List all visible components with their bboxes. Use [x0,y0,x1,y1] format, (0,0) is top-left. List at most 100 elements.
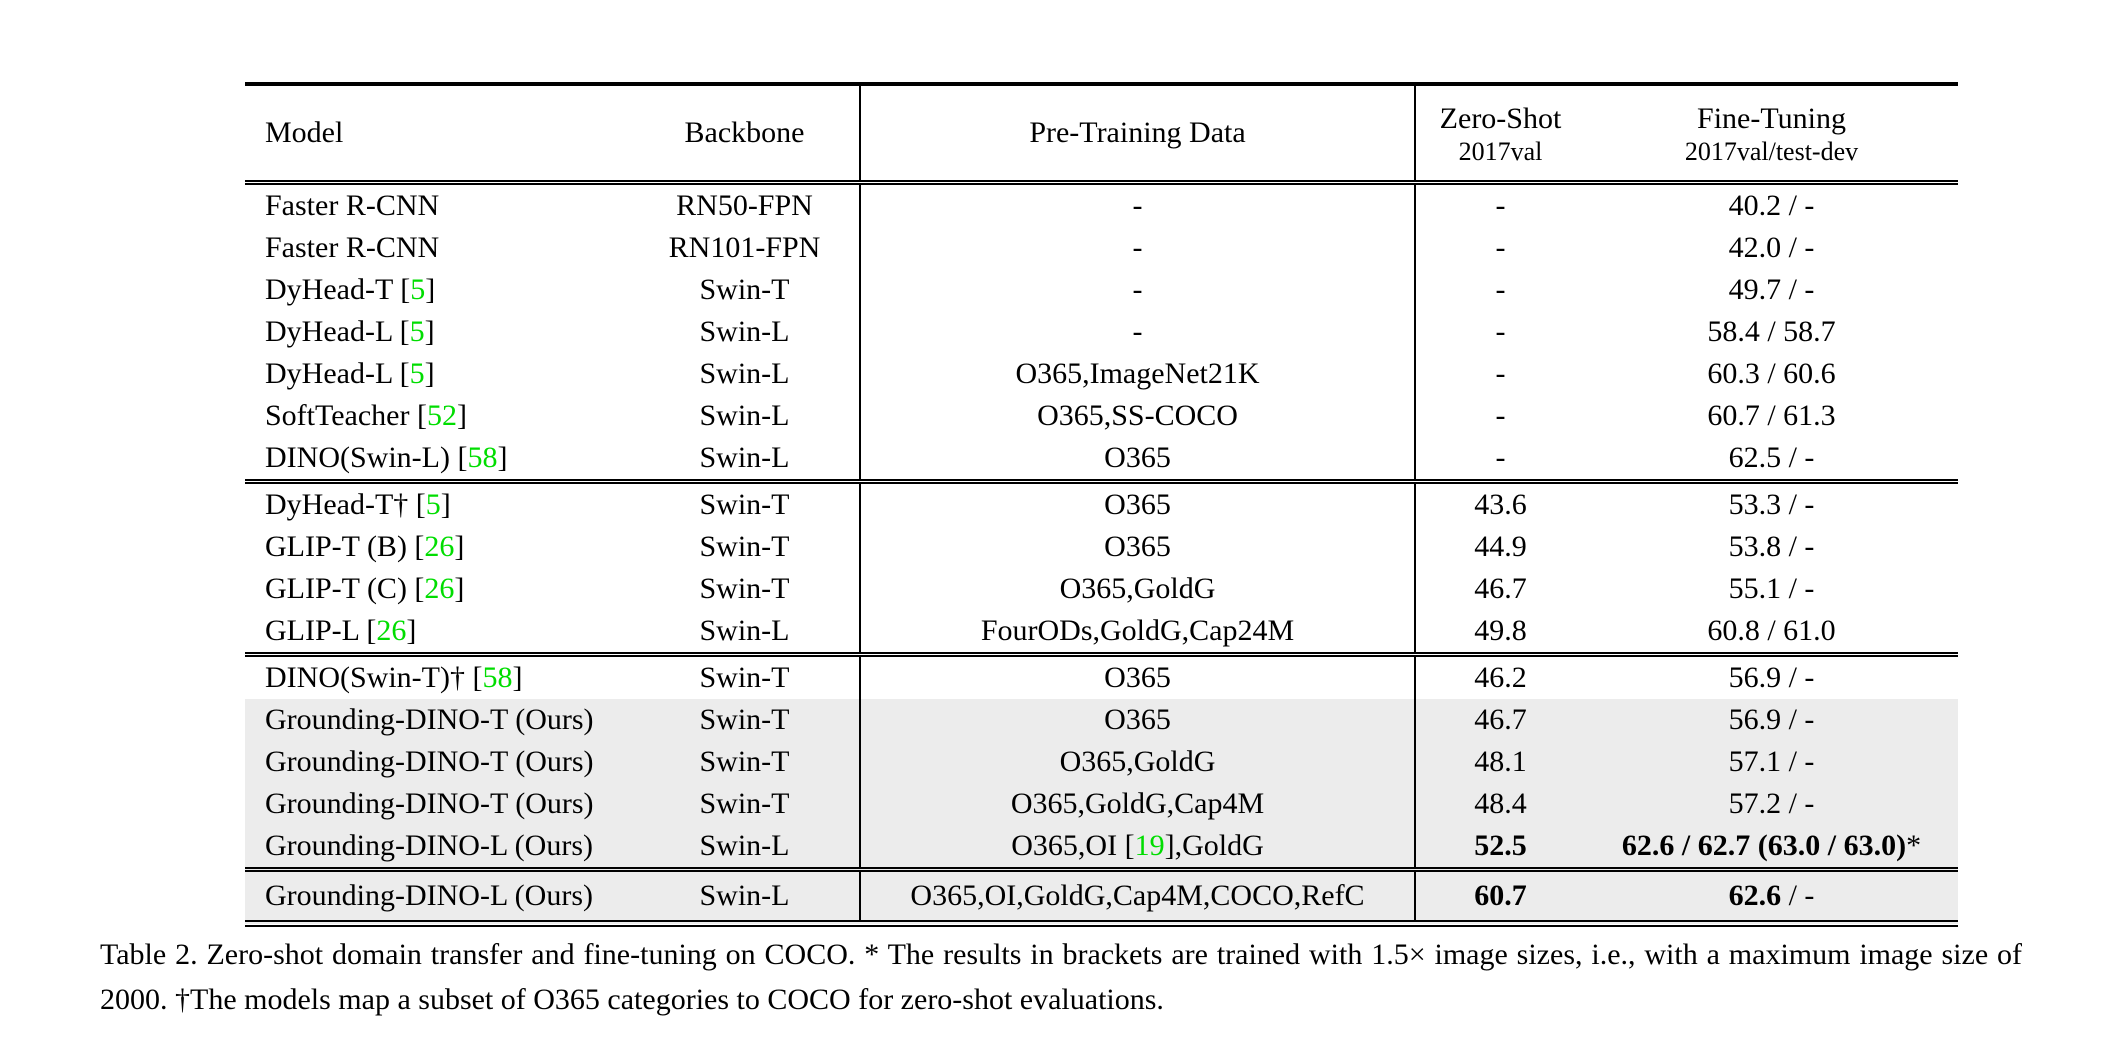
backbone-cell: Swin-L [699,441,790,474]
table-row: DyHead-T† [5] Swin-T O365 43.6 53.3 / - [245,479,1958,526]
model-cell: Grounding-DINO-T (Ours) [245,783,630,825]
model-name: Grounding-DINO-T (Ours) [265,787,594,820]
pretrain-cell: - [859,269,1415,311]
citation-link[interactable]: 26 [424,572,455,605]
model-name-suffix: ] [454,572,465,605]
backbone-cell: Swin-L [630,825,860,870]
backbone-cell: Swin-T [699,273,790,306]
pretrain-data: O365 [1104,530,1171,563]
citation-link[interactable]: 5 [425,488,441,521]
model-cell: SoftTeacher [52] [245,395,630,437]
finetune-cell: 55.1 / - [1585,568,1958,610]
header-zeroshot-title: Zero-Shot [1439,101,1562,135]
finetune-value-bold: 62.6 [1728,879,1782,912]
header-finetune: Fine-Tuning 2017val/test-dev [1585,84,1958,185]
model-name: DyHead-T† [ [265,488,426,521]
citation-link[interactable]: 5 [409,315,425,348]
pretrain-data: O365,ImageNet21K [1015,357,1260,390]
zeroshot-cell: - [1414,353,1585,395]
model-name: Faster R-CNN [265,231,440,264]
model-name-suffix: ] [497,441,508,474]
pretrain-data: O365,OI [ [1011,829,1135,862]
finetune-cell: 60.7 / 61.3 [1585,395,1958,437]
backbone-cell: Swin-T [630,699,860,741]
pretrain-cell: O365,GoldG,Cap4M [859,783,1415,825]
model-cell: Grounding-DINO-L (Ours) [245,867,630,924]
finetune-value: 40.2 / - [1728,189,1815,222]
header-zeroshot-subtitle: 2017val [1458,136,1543,166]
section-grounding-dino: DINO(Swin-T)† [58] Swin-T O365 46.2 56.9… [245,652,1958,870]
pretrain-data: - [1132,273,1143,306]
finetune-value: * [1906,829,1922,862]
zeroshot-value: 46.7 [1474,703,1527,736]
model-name: Grounding-DINO-T (Ours) [265,745,594,778]
model-name: Grounding-DINO-L (Ours) [265,829,593,862]
table-row: DINO(Swin-T)† [58] Swin-T O365 46.2 56.9… [245,652,1958,699]
table-row: DINO(Swin-L) [58] Swin-L O365 - 62.5 / - [245,437,1958,482]
pretrain-cell: - [859,227,1415,269]
backbone-cell: Swin-L [699,357,790,390]
citation-link[interactable]: 19 [1134,829,1165,862]
zeroshot-value: 46.2 [1474,661,1527,694]
backbone-cell: Swin-L [699,614,790,647]
model-cell: GLIP-L [26] [245,610,630,655]
zeroshot-value: 44.9 [1474,530,1527,563]
zeroshot-value: 46.7 [1474,572,1527,605]
backbone-cell: Swin-T [699,530,790,563]
model-name-suffix: ] [456,399,467,432]
model-cell: GLIP-T (B) [26] [245,526,630,568]
pretrain-data: O365,SS-COCO [1037,399,1238,432]
citation-link[interactable]: 5 [410,273,426,306]
model-cell: Grounding-DINO-L (Ours) [245,825,630,870]
zeroshot-value: - [1495,231,1506,264]
finetune-value: 60.3 / 60.6 [1707,357,1836,390]
citation-link[interactable]: 52 [426,399,457,432]
finetune-value: 42.0 / - [1728,231,1815,264]
header-finetune-subtitle: 2017val/test-dev [1684,136,1859,166]
zeroshot-value: 43.6 [1474,488,1527,521]
table-row: Grounding-DINO-T (Ours) Swin-T O365,Gold… [245,783,1958,825]
model-name: SoftTeacher [ [265,399,427,432]
pretrain-data: O365,GoldG,Cap4M [1010,787,1265,820]
model-name-suffix: ] [512,661,523,694]
pretrain-cell: O365,SS-COCO [859,395,1415,437]
table-row: Grounding-DINO-L (Ours) Swin-L O365,OI [… [245,825,1958,870]
finetune-value: 60.8 / 61.0 [1707,614,1836,647]
model-name: DyHead-T [ [265,273,411,306]
pretrain-data-suffix: ],GoldG [1164,829,1264,862]
citation-link[interactable]: 58 [482,661,513,694]
zeroshot-value: 48.1 [1474,745,1527,778]
model-cell: DyHead-L [5] [245,311,630,353]
table-row: SoftTeacher [52] Swin-L O365,SS-COCO - 6… [245,395,1958,437]
header-model: Model [245,84,630,185]
zeroshot-cell: - [1414,227,1585,269]
pretrain-cell: O365 [859,699,1415,741]
backbone-cell: Swin-L [699,399,790,432]
model-name-suffix: ] [424,315,435,348]
zeroshot-cell: 43.6 [1414,479,1585,526]
citation-link[interactable]: 58 [467,441,498,474]
citation-link[interactable]: 26 [376,614,407,647]
table-row: GLIP-L [26] Swin-L FourODs,GoldG,Cap24M … [245,610,1958,655]
citation-link[interactable]: 5 [409,357,425,390]
table-header: Model Backbone Pre-Training Data Zero-Sh… [245,84,1958,185]
finetune-cell: 62.6 / 62.7 (63.0 / 63.0)* [1585,825,1958,870]
citation-link[interactable]: 26 [424,530,455,563]
pretrain-data: - [1132,189,1143,222]
table-row: Faster R-CNN RN101-FPN - - 42.0 / - [245,227,1958,269]
pretrain-cell: O365 [859,479,1415,526]
finetune-cell: 53.3 / - [1585,479,1958,526]
pretrain-cell: - [859,311,1415,353]
finetune-cell: 56.9 / - [1585,699,1958,741]
model-name: DyHead-L [ [265,357,410,390]
zeroshot-cell: 52.5 [1414,825,1585,870]
table-row: DyHead-L [5] Swin-L O365,ImageNet21K - 6… [245,353,1958,395]
model-name: DINO(Swin-T)† [ [265,661,483,694]
finetune-value: 60.7 / 61.3 [1707,399,1836,432]
section-supervised-baselines: Faster R-CNN RN50-FPN - - 40.2 / - Faste… [245,182,1958,482]
finetune-value-bold: 62.6 / 62.7 (63.0 / 63.0) [1621,829,1907,862]
finetune-value: 55.1 / - [1728,572,1815,605]
model-cell: DyHead-T† [5] [245,479,630,526]
pretrain-data: O365 [1104,661,1171,694]
